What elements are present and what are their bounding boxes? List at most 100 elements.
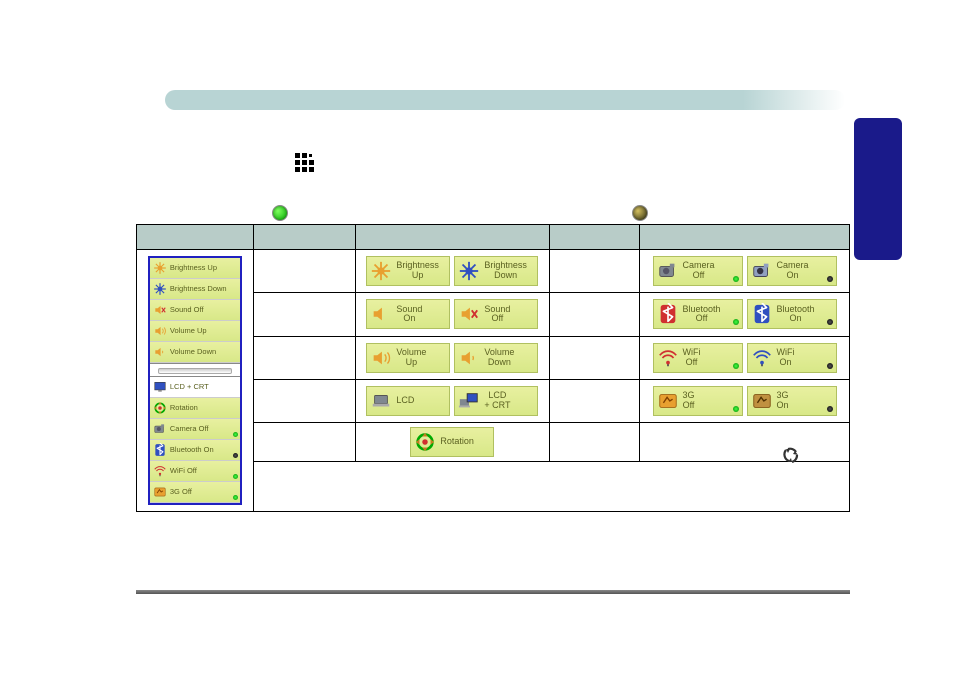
bt-blue-icon xyxy=(750,302,774,326)
table-cell: WiFiOff WiFiOn xyxy=(640,336,850,379)
camera-on-button[interactable]: CameraOn xyxy=(747,256,837,286)
brightness-up-button[interactable]: BrightnessUp xyxy=(366,256,450,286)
sidebar-item-brightness-up[interactable]: Brightness Up xyxy=(150,258,240,279)
table-cell xyxy=(253,423,355,462)
table-cell xyxy=(253,462,849,512)
volume-down-button[interactable]: VolumeDown xyxy=(454,343,538,373)
sidebar-item-bluetooth-on[interactable]: Bluetooth On xyxy=(150,440,240,461)
3g-on-button[interactable]: 3GOn xyxy=(747,386,837,416)
sidebar-item-volume-down[interactable]: Volume Down xyxy=(150,342,240,363)
table-cell xyxy=(549,423,639,462)
table-cell xyxy=(549,336,639,379)
sidebar-item-label: LCD + CRT xyxy=(170,383,209,391)
table-cell xyxy=(549,293,639,336)
rotation-button[interactable]: Rotation xyxy=(410,427,494,457)
camera-icon xyxy=(656,259,680,283)
speaker-down-icon xyxy=(152,344,168,360)
grid-dots-icon xyxy=(295,153,314,172)
rotation-icon xyxy=(152,400,168,416)
sound-off-button[interactable]: SoundOff xyxy=(454,299,538,329)
led-green-icon xyxy=(272,205,288,221)
table-cell: BluetoothOff BluetoothOn xyxy=(640,293,850,336)
speaker-up-icon xyxy=(369,346,393,370)
bluetooth-icon xyxy=(152,442,168,458)
sidebar-item-label: Bluetooth On xyxy=(170,446,214,454)
recycle-icon xyxy=(781,446,801,466)
sun-blue-icon xyxy=(457,259,481,283)
lcd-+-crt-button[interactable]: LCD+ CRT xyxy=(454,386,538,416)
speaker-icon xyxy=(369,302,393,326)
wifi-blue-icon xyxy=(750,346,774,370)
table-cell: CameraOff CameraOn xyxy=(640,250,850,293)
sidebar-item-label: 3G Off xyxy=(170,488,192,496)
camera-off-button[interactable]: CameraOff xyxy=(653,256,743,286)
sidebar-panel: Brightness Up Brightness Down Sound Off Vol… xyxy=(148,256,242,505)
button-label: VolumeUp xyxy=(396,348,426,368)
sun-orange-icon xyxy=(369,259,393,283)
table-cell xyxy=(253,293,355,336)
functions-table: Brightness Up Brightness Down Sound Off Vol… xyxy=(136,224,850,512)
sidebar-item-label: Rotation xyxy=(170,404,198,412)
laptop-icon xyxy=(369,389,393,413)
wifi-red-icon xyxy=(656,346,680,370)
3g-icon xyxy=(152,484,168,500)
speaker-up-icon xyxy=(152,323,168,339)
monitor-icon xyxy=(152,379,168,395)
button-label: CameraOn xyxy=(777,261,809,281)
sidebar-item-rotation[interactable]: Rotation xyxy=(150,398,240,419)
sidebar-item-label: WiFi Off xyxy=(170,467,197,475)
table-cell: BrightnessUp BrightnessDown xyxy=(355,250,549,293)
table-header xyxy=(253,225,355,250)
table-cell: LCD LCD+ CRT xyxy=(355,379,549,422)
table-header xyxy=(137,225,254,250)
sidebar-separator xyxy=(150,363,240,377)
table-cell: SoundOn SoundOff xyxy=(355,293,549,336)
button-label: SoundOn xyxy=(396,305,422,325)
lcd-button[interactable]: LCD xyxy=(366,386,450,416)
sidebar-item-label: Brightness Up xyxy=(170,264,217,272)
table-header xyxy=(640,225,850,250)
button-label: BluetoothOff xyxy=(683,305,721,325)
laptop-crt-icon xyxy=(457,389,481,413)
table-cell xyxy=(640,423,850,462)
sidebar-item-camera-off[interactable]: Camera Off xyxy=(150,419,240,440)
wifi-off-button[interactable]: WiFiOff xyxy=(653,343,743,373)
bt-red-icon xyxy=(656,302,680,326)
table-cell: VolumeUp VolumeDown xyxy=(355,336,549,379)
sidebar-item-label: Brightness Down xyxy=(170,285,227,293)
camera-on-icon xyxy=(750,259,774,283)
button-label: LCD xyxy=(396,396,414,406)
speaker-x-icon xyxy=(152,302,168,318)
button-label: VolumeDown xyxy=(484,348,514,368)
speaker-down-icon xyxy=(457,346,481,370)
sidebar-cell: Brightness Up Brightness Down Sound Off Vol… xyxy=(137,250,254,512)
volume-up-button[interactable]: VolumeUp xyxy=(366,343,450,373)
button-label: Rotation xyxy=(440,437,474,447)
bluetooth-off-button[interactable]: BluetoothOff xyxy=(653,299,743,329)
3g-off-button[interactable]: 3GOff xyxy=(653,386,743,416)
button-label: CameraOff xyxy=(683,261,715,281)
table-cell: Rotation xyxy=(355,423,549,462)
button-label: WiFiOn xyxy=(777,348,795,368)
sidebar-item-label: Volume Up xyxy=(170,327,207,335)
sidebar-item-lcd-+-crt[interactable]: LCD + CRT xyxy=(150,377,240,398)
wifi-on-button[interactable]: WiFiOn xyxy=(747,343,837,373)
sidebar-item-sound-off[interactable]: Sound Off xyxy=(150,300,240,321)
sun-blue-icon xyxy=(152,281,168,297)
sidebar-item-volume-up[interactable]: Volume Up xyxy=(150,321,240,342)
sound-on-button[interactable]: SoundOn xyxy=(366,299,450,329)
table-cell xyxy=(549,250,639,293)
button-label: SoundOff xyxy=(484,305,510,325)
sidebar-item-brightness-down[interactable]: Brightness Down xyxy=(150,279,240,300)
sidebar-item-label: Camera Off xyxy=(170,425,209,433)
sidebar-item-3g-off[interactable]: 3G Off xyxy=(150,482,240,503)
table-header xyxy=(549,225,639,250)
camera-icon xyxy=(152,421,168,437)
brightness-down-button[interactable]: BrightnessDown xyxy=(454,256,538,286)
bluetooth-on-button[interactable]: BluetoothOn xyxy=(747,299,837,329)
button-label: 3GOff xyxy=(683,391,695,411)
button-label: WiFiOff xyxy=(683,348,701,368)
button-label: BrightnessDown xyxy=(484,261,527,281)
sidebar-item-wifi-off[interactable]: WiFi Off xyxy=(150,461,240,482)
footer-rule xyxy=(136,590,850,594)
